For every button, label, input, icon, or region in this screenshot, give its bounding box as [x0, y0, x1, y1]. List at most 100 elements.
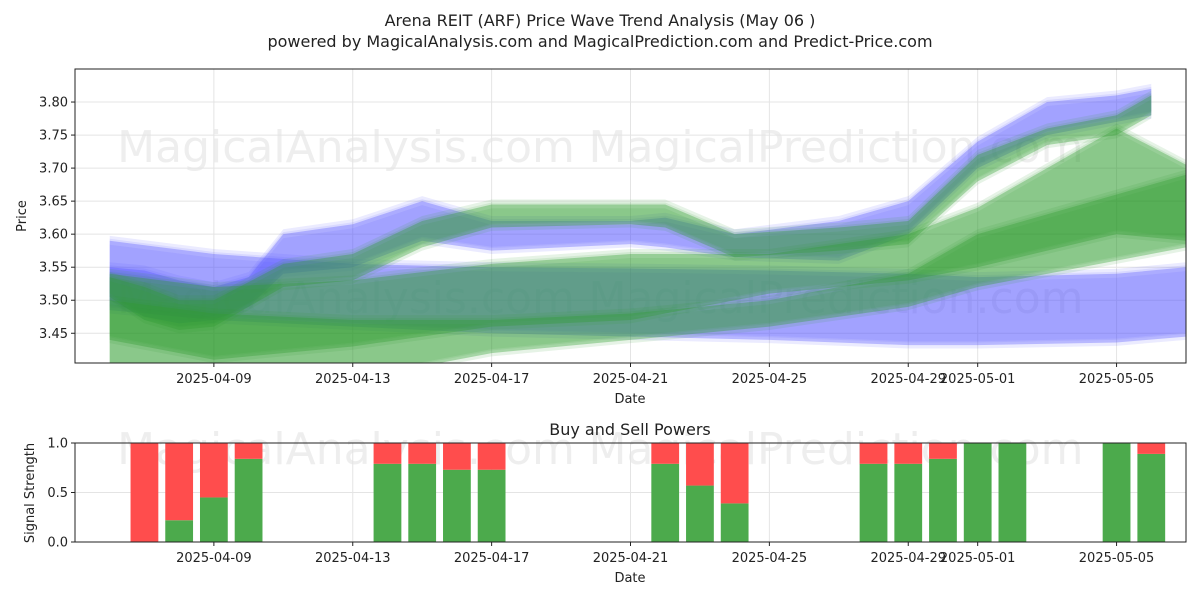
price-band-0-echo-2 [109, 238, 1186, 342]
price-y-tick-label-3: 3.60 [39, 228, 68, 243]
price-y-tick-label-2: 3.55 [39, 261, 68, 276]
price-band-1-echo-0 [109, 83, 1152, 327]
price-x-ticks: 2025-04-09 2025-04-13 2025-04-17 2025-04-21… [176, 363, 1154, 387]
price-band-3-echo-1 [109, 132, 1186, 358]
price-band-4 [109, 174, 1186, 363]
power-x-tick-label-1: 2025-04-13 [315, 551, 391, 566]
price-band-0-echo-1 [109, 244, 1186, 343]
price-y-tick-label-6: 3.75 [39, 129, 68, 144]
price-band-0 [109, 240, 1186, 346]
power-x-tick-label-3: 2025-04-21 [593, 551, 669, 566]
sell-bar-2025-04-30 [929, 443, 957, 459]
price-band-2-echo-0 [109, 90, 1152, 334]
price-x-tick-label-4: 2025-04-25 [732, 372, 808, 387]
price-band-1 [109, 88, 1152, 324]
buy-bar-2025-05-06 [1137, 453, 1166, 542]
price-y-tick-label-5: 3.70 [39, 162, 68, 177]
price-band-3 [109, 128, 1186, 360]
sell-bar-2025-04-28 [859, 443, 888, 464]
sell-bar-2025-04-29 [894, 443, 923, 464]
watermark-analysis-top: MagicalAnalysis.com [117, 122, 575, 173]
sell-bar-2025-04-10 [234, 443, 263, 459]
sell-bar-2025-04-17 [477, 443, 506, 470]
power-y-tick-label-2: 1.0 [47, 437, 68, 452]
power-x-tick-label-4: 2025-04-25 [732, 551, 808, 566]
power-x-tick-label-6: 2025-05-01 [940, 551, 1016, 566]
power-y-axis-label: Signal Strength [23, 443, 38, 543]
watermark-analysis-mid: MagicalAnalysis.com [117, 273, 575, 324]
price-band-1-echo-1 [109, 92, 1152, 321]
power-x-tick-label-7: 2025-05-05 [1079, 551, 1155, 566]
sell-bar-2025-05-06 [1137, 443, 1166, 454]
price-grid [75, 69, 1186, 363]
buy-bar-2025-04-30 [929, 458, 957, 542]
price-x-axis-label: Date [614, 392, 645, 407]
price-x-tick-label-6: 2025-05-01 [940, 372, 1016, 387]
buy-bar-2025-04-16 [443, 469, 471, 542]
power-y-tick-label-1: 0.5 [47, 486, 68, 501]
price-band-1-echo-2 [109, 86, 1152, 320]
price-x-tick-label-7: 2025-05-05 [1079, 372, 1155, 387]
buy-bar-2025-04-10 [234, 458, 263, 542]
buy-bar-2025-04-23 [686, 485, 714, 542]
price-y-tick-label-1: 3.50 [39, 294, 68, 309]
buy-bar-2025-04-15 [408, 463, 437, 542]
price-x-tick-label-3: 2025-04-21 [593, 372, 669, 387]
buy-bar-2025-04-09 [199, 497, 228, 542]
price-x-tick-label-1: 2025-04-13 [315, 372, 391, 387]
power-x-axis-label: Date [614, 571, 645, 586]
buy-bar-2025-04-17 [477, 469, 506, 542]
price-band-2 [109, 95, 1152, 330]
buy-bar-2025-04-14 [373, 463, 402, 542]
price-band-4-echo-0 [109, 169, 1186, 363]
price-band-2-echo-2 [109, 93, 1152, 327]
power-x-tick-label-2: 2025-04-17 [454, 551, 530, 566]
price-band-4-echo-2 [109, 172, 1186, 363]
price-bands [109, 83, 1186, 363]
price-band-0-echo-0 [109, 235, 1186, 349]
watermark-prediction-top: MagicalPrediction.com [589, 122, 1084, 173]
power-bars [130, 443, 1166, 542]
power-x-tick-label-5: 2025-04-29 [870, 551, 946, 566]
sell-bar-2025-04-08 [165, 443, 194, 521]
buy-bar-2025-04-22 [651, 463, 680, 542]
power-x-tick-label-0: 2025-04-09 [176, 551, 252, 566]
price-panel: 3.45 3.50 3.55 3.60 3.65 3.70 3.75 3.80 2025-04… [15, 68, 1187, 407]
buy-bar-2025-04-28 [859, 463, 888, 542]
sell-bar-2025-04-09 [199, 443, 228, 498]
sell-bar-2025-04-24 [720, 443, 749, 504]
buy-bar-2025-05-02 [998, 443, 1027, 542]
price-y-ticks: 3.45 3.50 3.55 3.60 3.65 3.70 3.75 3.80 [39, 96, 75, 342]
power-panel-title: Buy and Sell Powers [549, 420, 711, 439]
price-band-3-echo-0 [109, 123, 1186, 363]
sell-bar-2025-04-14 [373, 443, 402, 464]
price-band-2-echo-1 [109, 99, 1152, 328]
price-x-tick-label-5: 2025-04-29 [870, 372, 946, 387]
buy-bar-2025-04-08 [165, 520, 194, 542]
buy-bar-2025-04-24 [720, 503, 749, 542]
price-x-tick-label-0: 2025-04-09 [176, 372, 252, 387]
power-y-ticks: 0.0 0.5 1.0 [47, 437, 75, 551]
power-panel: Buy and Sell Powers 0.0 0.5 1.0 2025-04-09… [23, 420, 1187, 586]
chart-subtitle: powered by MagicalAnalysis.com and Magic… [267, 32, 932, 51]
price-y-tick-label-0: 3.45 [39, 327, 68, 342]
sell-bar-2025-04-07 [130, 443, 159, 542]
buy-bar-2025-04-29 [894, 463, 923, 542]
power-y-tick-label-0: 0.0 [47, 536, 68, 551]
price-x-tick-label-2: 2025-04-17 [454, 372, 530, 387]
price-y-tick-label-4: 3.65 [39, 195, 68, 210]
sell-bar-2025-04-16 [443, 443, 471, 470]
price-band-4-echo-1 [109, 178, 1186, 363]
sell-bar-2025-04-15 [408, 443, 437, 464]
buy-bar-2025-05-05 [1102, 443, 1131, 542]
sell-bar-2025-04-22 [651, 443, 680, 464]
watermark-prediction-mid: MagicalPrediction.com [589, 273, 1084, 324]
buy-bar-2025-05-01 [963, 443, 992, 542]
price-y-tick-label-7: 3.80 [39, 96, 68, 111]
price-band-3-echo-2 [109, 126, 1186, 356]
chart-title: Arena REIT (ARF) Price Wave Trend Analys… [385, 11, 816, 30]
price-y-axis-label: Price [15, 200, 30, 232]
power-x-ticks: 2025-04-09 2025-04-13 2025-04-17 2025-04-21… [176, 542, 1154, 566]
